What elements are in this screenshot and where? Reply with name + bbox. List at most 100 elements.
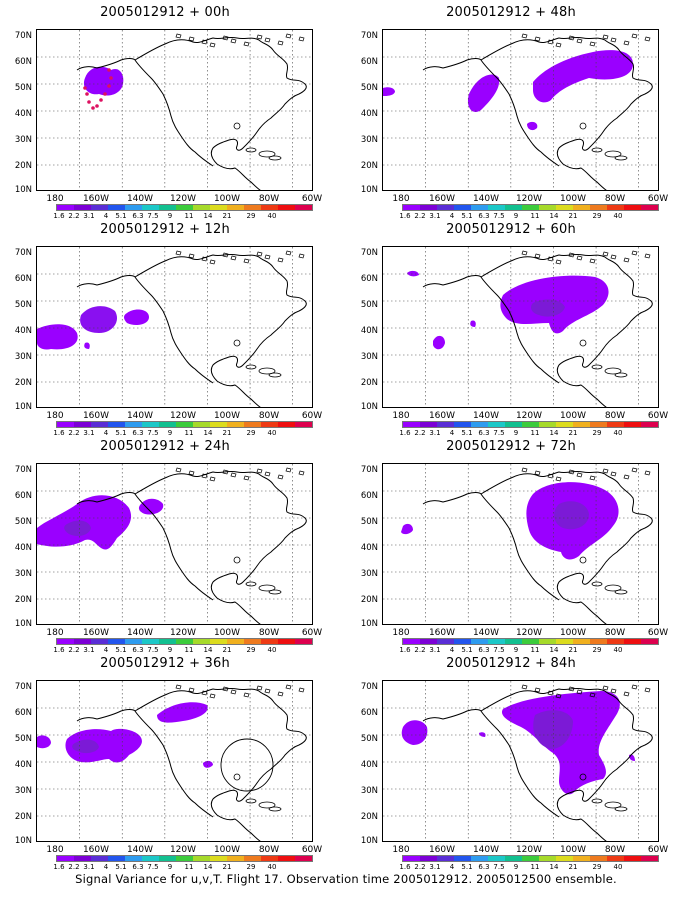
longitude-label: 160W bbox=[428, 194, 456, 204]
colorbar-label: 29 bbox=[246, 212, 256, 220]
island bbox=[285, 33, 292, 39]
colorbar-swatch bbox=[159, 856, 176, 861]
colorbar-label: 6.3 bbox=[478, 863, 490, 871]
latitude-label: 50N bbox=[360, 734, 378, 744]
coastline bbox=[134, 36, 307, 190]
colorbar-swatch bbox=[261, 205, 278, 210]
colorbar-swatch bbox=[590, 422, 607, 427]
colorbar-swatch bbox=[488, 856, 505, 861]
longitude-label: 180 bbox=[392, 845, 410, 855]
island bbox=[258, 150, 276, 158]
longitude-label: 60W bbox=[301, 411, 323, 421]
latitude-label: 50N bbox=[360, 517, 378, 527]
colorbar-swatch bbox=[420, 422, 437, 427]
colorbar-swatch bbox=[142, 422, 159, 427]
island bbox=[188, 687, 195, 693]
latitude-label: 10N bbox=[360, 619, 378, 629]
island bbox=[175, 467, 182, 473]
island bbox=[547, 690, 554, 696]
latitude-label: 40N bbox=[14, 326, 32, 336]
island bbox=[610, 688, 617, 694]
island bbox=[576, 689, 583, 695]
latitude-label: 60N bbox=[14, 708, 32, 718]
island bbox=[534, 36, 541, 42]
latitude-label: 60N bbox=[14, 491, 32, 501]
island bbox=[277, 257, 284, 263]
colorbar-label: 40 bbox=[267, 646, 277, 654]
island bbox=[610, 37, 617, 43]
colorbar-swatch bbox=[142, 856, 159, 861]
colorbar-label: 7.5 bbox=[493, 429, 505, 437]
colorbar-swatch bbox=[420, 639, 437, 644]
map-plot-area bbox=[382, 680, 659, 842]
island bbox=[277, 40, 284, 46]
variance-contour bbox=[470, 320, 476, 327]
latitude-label: 60N bbox=[360, 57, 378, 67]
colorbar-swatch bbox=[74, 205, 91, 210]
colorbar-label: 4 bbox=[449, 646, 455, 654]
colorbar-swatch bbox=[278, 205, 295, 210]
island bbox=[188, 36, 195, 42]
island bbox=[602, 468, 609, 474]
colorbar-label: 9 bbox=[513, 429, 519, 437]
colorbar-swatch bbox=[125, 205, 142, 210]
longitude-label: 100W bbox=[559, 845, 587, 855]
colorbar bbox=[402, 204, 659, 211]
latitude-label: 20N bbox=[360, 595, 378, 605]
longitude-label: 80W bbox=[604, 845, 626, 855]
island bbox=[245, 147, 257, 153]
island bbox=[568, 686, 575, 692]
island bbox=[521, 250, 528, 256]
colorbar-swatch bbox=[454, 422, 471, 427]
latitude-label: 30N bbox=[360, 352, 378, 362]
latitude-label: 10N bbox=[14, 619, 32, 629]
colorbar-swatch bbox=[556, 856, 573, 861]
coastline bbox=[480, 470, 653, 624]
island bbox=[209, 259, 216, 265]
latitude-label: 10N bbox=[14, 185, 32, 195]
island bbox=[285, 467, 292, 473]
colorbar-label: 11 bbox=[530, 863, 540, 871]
latitude-label: 30N bbox=[360, 569, 378, 579]
coastline bbox=[480, 253, 653, 407]
colorbar-swatch bbox=[295, 856, 312, 861]
colorbar-swatch bbox=[91, 422, 108, 427]
panel-title: 2005012912 + 12h bbox=[100, 222, 230, 237]
map-panel-00h: 2005012912 + 00h 70N 60N 50N 40N 30N 20N 10N 180… bbox=[0, 5, 330, 223]
island bbox=[604, 801, 622, 809]
island bbox=[256, 468, 263, 474]
colorbar-label: 11 bbox=[530, 646, 540, 654]
latitude-label: 70N bbox=[14, 682, 32, 692]
map-panel-84h: 2005012912 + 84h 70N 60N 50N 40N 30N 20N 10N 180… bbox=[346, 656, 676, 874]
colorbar-swatch bbox=[641, 856, 658, 861]
island bbox=[644, 253, 651, 259]
variance-contour bbox=[401, 523, 413, 535]
coastline bbox=[134, 276, 214, 384]
flight-track-point bbox=[107, 84, 111, 88]
longitude-label: 140W bbox=[126, 194, 154, 204]
island bbox=[555, 476, 562, 482]
colorbar-swatch bbox=[403, 422, 420, 427]
island bbox=[534, 687, 541, 693]
colorbar-swatch bbox=[278, 422, 295, 427]
colorbar-swatch bbox=[57, 639, 74, 644]
latitude-label: 60N bbox=[360, 274, 378, 284]
coastline bbox=[134, 470, 307, 624]
colorbar-label: 21 bbox=[222, 429, 232, 437]
longitude-label: 140W bbox=[472, 411, 500, 421]
island bbox=[243, 475, 250, 481]
latitude-label: 70N bbox=[360, 682, 378, 692]
island bbox=[233, 339, 241, 347]
island bbox=[256, 685, 263, 691]
island bbox=[233, 556, 241, 564]
island bbox=[209, 476, 216, 482]
island bbox=[604, 150, 622, 158]
verification-region-circle bbox=[220, 738, 274, 792]
island bbox=[521, 33, 528, 39]
colorbar-swatch bbox=[193, 422, 210, 427]
longitude-label: 80W bbox=[258, 845, 280, 855]
island bbox=[644, 687, 651, 693]
colorbar-label: 29 bbox=[592, 429, 602, 437]
colorbar-swatch bbox=[624, 205, 641, 210]
latitude-label: 20N bbox=[14, 161, 32, 171]
